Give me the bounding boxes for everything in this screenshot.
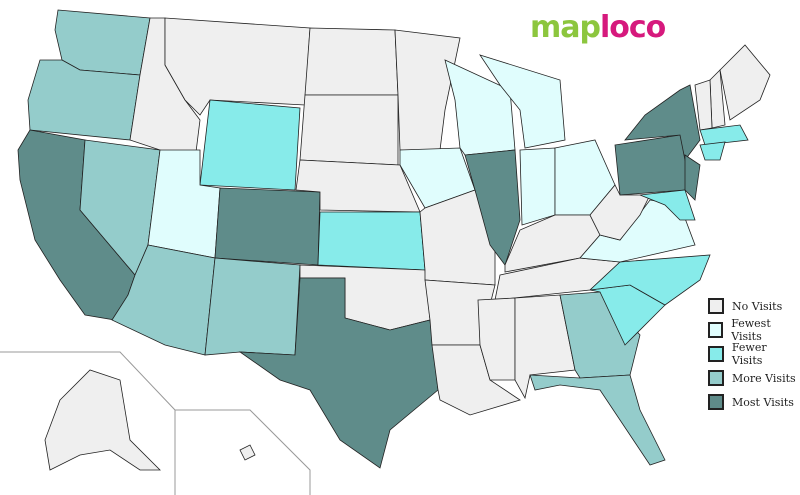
legend-swatch bbox=[708, 322, 724, 338]
maploco-logo: maploco bbox=[530, 10, 666, 45]
state-nj[interactable] bbox=[684, 154, 701, 201]
legend-label: Most Visits bbox=[732, 395, 794, 409]
state-md[interactable] bbox=[639, 189, 696, 221]
state-fl[interactable] bbox=[529, 374, 666, 466]
state-ks[interactable] bbox=[317, 211, 426, 271]
state-mo[interactable] bbox=[419, 189, 496, 286]
legend: No Visits Fewest Visits Fewer Visits Mor… bbox=[708, 294, 800, 414]
alaska-inset-border bbox=[0, 351, 176, 495]
legend-item-fewer: Fewer Visits bbox=[708, 341, 800, 367]
state-sd[interactable] bbox=[299, 94, 399, 166]
state-in[interactable] bbox=[519, 147, 556, 226]
state-me[interactable] bbox=[719, 44, 771, 121]
state-mn[interactable] bbox=[394, 29, 461, 151]
state-nm[interactable] bbox=[204, 257, 301, 356]
legend-label: Fewer Visits bbox=[731, 341, 767, 367]
state-hi[interactable] bbox=[239, 444, 256, 461]
state-nd[interactable] bbox=[304, 27, 399, 96]
legend-label: More Visits bbox=[732, 371, 796, 385]
legend-label: Fewest Visits bbox=[731, 317, 771, 343]
state-wy[interactable] bbox=[199, 99, 301, 191]
legend-item-none: No Visits bbox=[708, 294, 800, 318]
legend-item-more: More Visits bbox=[708, 366, 800, 390]
legend-swatch bbox=[708, 394, 724, 410]
legend-item-most: Most Visits bbox=[708, 390, 800, 414]
state-ct[interactable] bbox=[699, 141, 726, 161]
state-vt[interactable] bbox=[694, 79, 713, 131]
state-ma[interactable] bbox=[699, 124, 749, 146]
legend-label: No Visits bbox=[732, 299, 783, 313]
legend-swatch bbox=[708, 346, 724, 362]
legend-swatch bbox=[708, 298, 724, 314]
state-tx[interactable] bbox=[238, 277, 439, 469]
hawaii-inset-border bbox=[175, 409, 311, 495]
state-mt[interactable] bbox=[164, 17, 311, 116]
state-ms[interactable] bbox=[477, 297, 516, 381]
state-ny[interactable] bbox=[624, 84, 701, 161]
logo-part-map: map bbox=[530, 10, 601, 45]
state-ak[interactable] bbox=[44, 369, 161, 471]
state-co[interactable] bbox=[214, 187, 321, 266]
state-wv[interactable] bbox=[589, 184, 651, 241]
legend-item-fewest: Fewest Visits bbox=[708, 317, 800, 343]
state-mi[interactable] bbox=[479, 54, 566, 149]
state-pa[interactable] bbox=[614, 134, 691, 196]
logo-part-loco: loco bbox=[599, 10, 666, 45]
legend-swatch bbox=[708, 370, 724, 386]
